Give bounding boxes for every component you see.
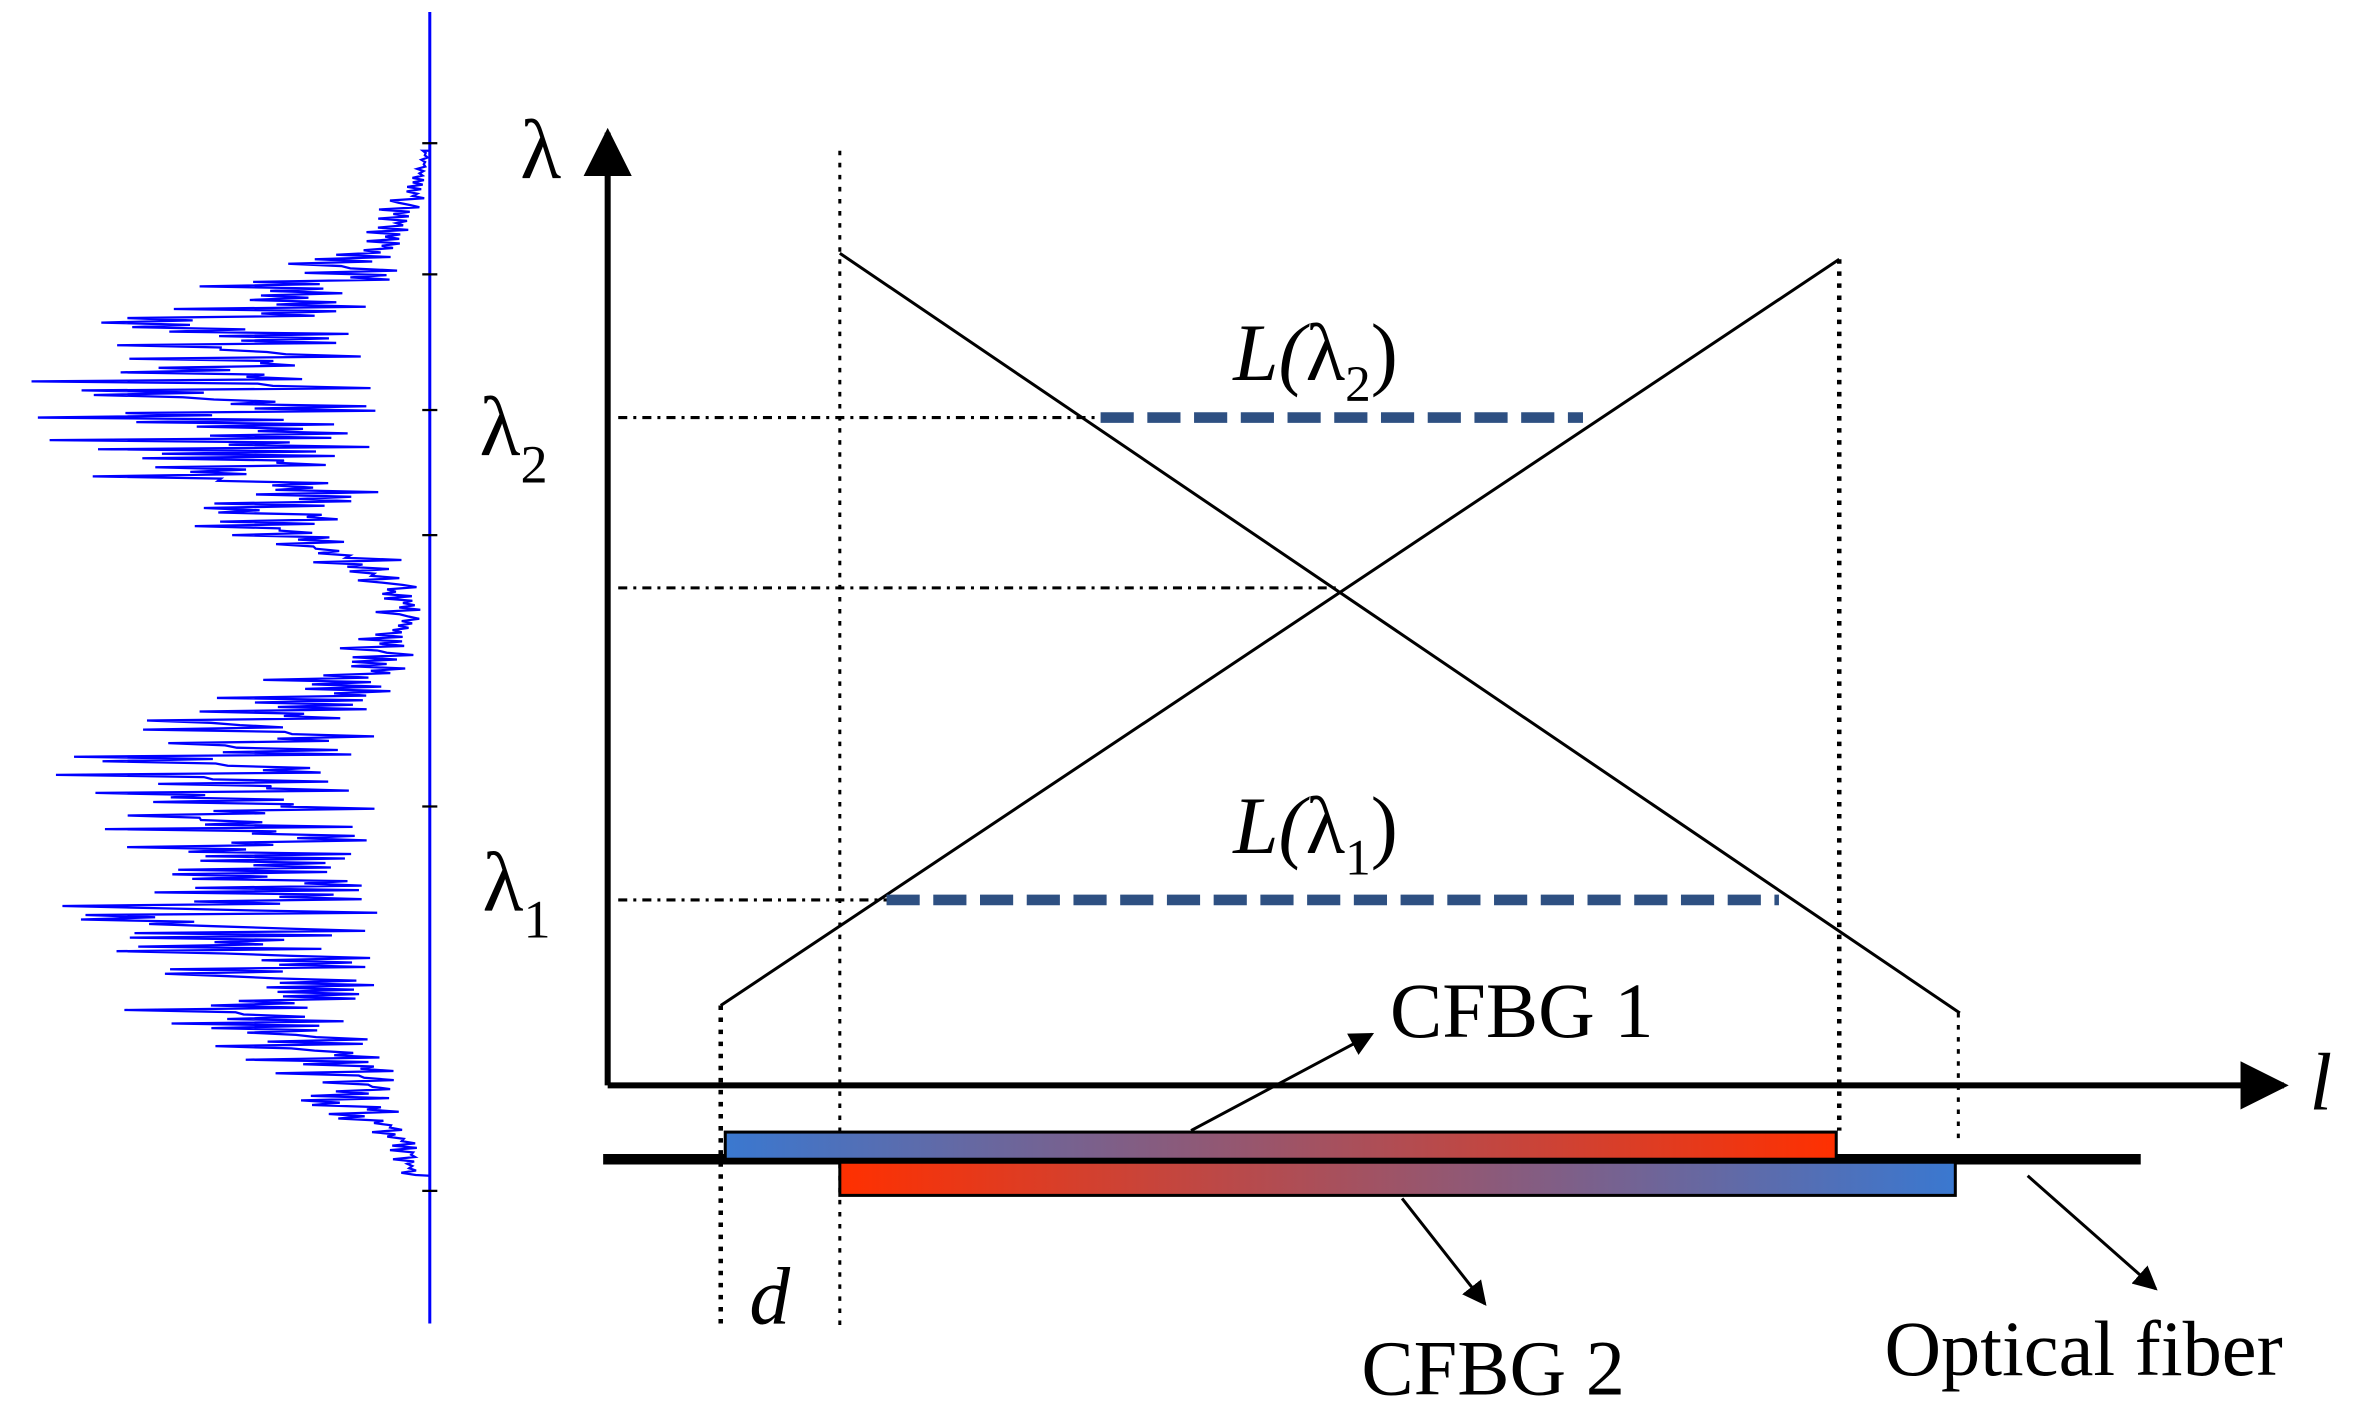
level-symbol: λ [483, 836, 524, 929]
guides [618, 150, 1960, 1330]
cfbg2-label: CFBG 2 [1361, 1324, 1625, 1411]
length-prefix: L( [1232, 780, 1310, 871]
length-symbol: λ [1306, 307, 1346, 398]
length-label: L(λ1) [1232, 780, 1398, 886]
cfbg1-chirp [719, 258, 1841, 1007]
length-prefix: L( [1232, 307, 1310, 398]
length-suffix: ) [1371, 780, 1398, 871]
cfbg1-bar [723, 1130, 1838, 1161]
length-subscript: 1 [1345, 829, 1371, 886]
cfbg2-chirp [838, 252, 1961, 1015]
cfbg1-label: CFBG 1 [1390, 967, 1654, 1054]
cfbg2-bar [838, 1160, 1957, 1197]
pointers [1190, 1032, 2158, 1306]
length-label: L(λ2) [1232, 307, 1398, 413]
level-subscript: 1 [523, 890, 550, 950]
length-symbol: λ [1306, 780, 1346, 871]
level-subscript: 2 [520, 434, 547, 494]
fiber-label: Optical fiber [1884, 1305, 2282, 1392]
x-axis-label: l [2310, 1036, 2333, 1127]
level-label: λ2 [480, 381, 548, 494]
spectrum [31, 149, 430, 1177]
length-suffix: ) [1371, 307, 1398, 398]
level-label: λ1 [483, 836, 551, 949]
level-symbol: λ [480, 381, 521, 474]
length-subscript: 2 [1345, 356, 1371, 413]
offset-label: d [749, 1251, 790, 1342]
spectrum-ticks [422, 142, 438, 1193]
y-axis-label: λ [520, 104, 561, 197]
